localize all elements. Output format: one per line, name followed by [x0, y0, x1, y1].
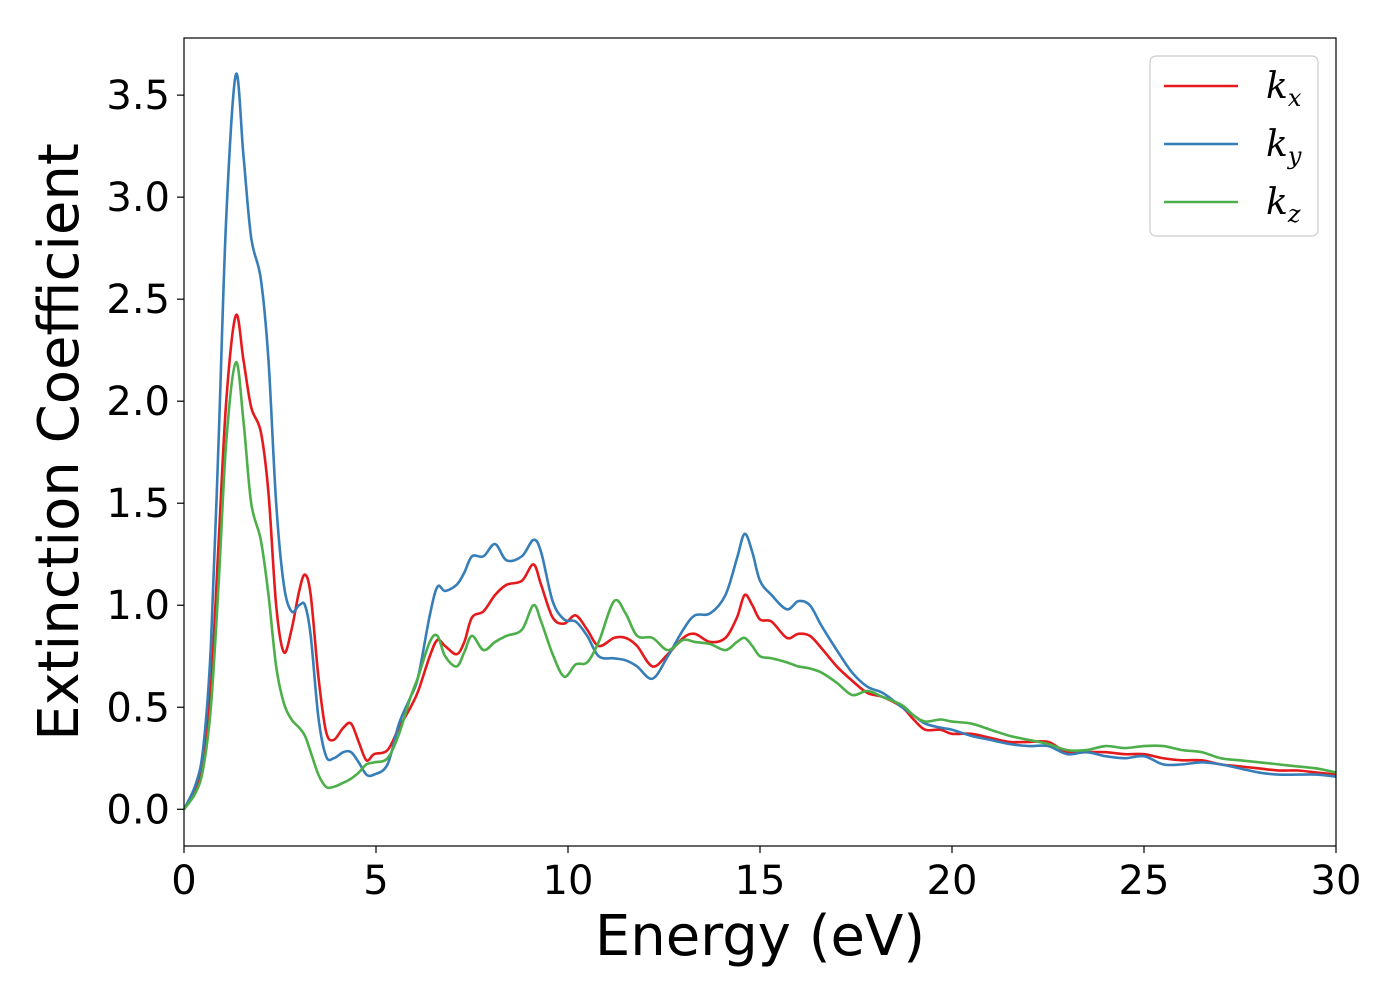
x-tick-label: 15: [735, 858, 786, 904]
legend-box: [1149, 55, 1319, 237]
legend: kx ky kz: [1149, 55, 1319, 237]
y-tick-label: 1.0: [106, 583, 170, 629]
legend-item-kx: kx: [1164, 66, 1302, 112]
y-tick-label: 0.0: [106, 787, 170, 833]
legend-label: kz: [1266, 182, 1301, 228]
x-tick-label: 20: [927, 858, 978, 904]
legend-item-ky: ky: [1164, 124, 1302, 170]
series-line-kz: [184, 361, 1336, 811]
legend-label: ky: [1266, 124, 1302, 170]
y-tick-label: 3.5: [106, 73, 170, 119]
series-line-ky: [184, 72, 1336, 810]
y-tick-label: 2.0: [106, 379, 170, 425]
x-tick-label: 0: [171, 858, 196, 904]
y-axis-title: Extinction Coefficient: [27, 143, 92, 741]
y-tick-label: 2.5: [106, 277, 170, 323]
x-axis-ticks: 0 5 10 15 20 25 30: [171, 846, 1361, 904]
x-tick-label: 30: [1311, 858, 1362, 904]
legend-item-kz: kz: [1164, 182, 1301, 228]
y-tick-label: 0.5: [106, 685, 170, 731]
x-tick-label: 25: [1119, 858, 1170, 904]
y-axis-ticks: 0.0 0.5 1.0 1.5 2.0 2.5 3.0 3.5: [106, 73, 184, 833]
y-tick-label: 3.0: [106, 175, 170, 221]
x-tick-label: 10: [543, 858, 594, 904]
series-lines: [184, 72, 1336, 811]
x-tick-label: 5: [363, 858, 388, 904]
legend-label: kx: [1266, 66, 1302, 112]
x-axis-title: Energy (eV): [595, 904, 925, 969]
y-tick-label: 1.5: [106, 481, 170, 527]
